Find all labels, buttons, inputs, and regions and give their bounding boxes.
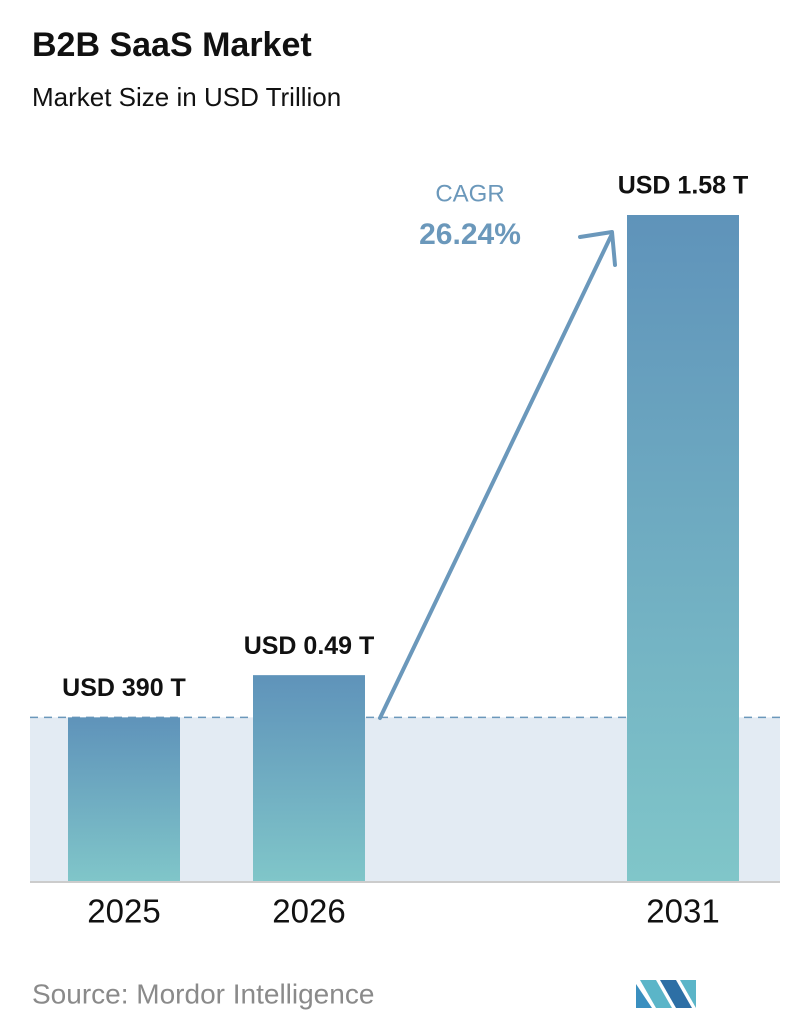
- chart-title: B2B SaaS Market: [32, 26, 312, 64]
- x-tick-label: 2031: [646, 893, 719, 930]
- bar: [627, 215, 739, 882]
- x-tick-label: 2026: [272, 893, 345, 930]
- value-label: USD 390 T: [62, 674, 186, 702]
- plot-area: USD 390 T 2025 USD 0.49 T 2026 USD 1.58 T 203…: [30, 172, 780, 930]
- chart-subtitle: Market Size in USD Trillion: [32, 82, 341, 112]
- cagr-label: CAGR: [435, 180, 504, 207]
- logo: [636, 980, 696, 1008]
- value-label: USD 0.49 T: [244, 632, 375, 660]
- cagr-arrow: [378, 234, 613, 720]
- cagr-value: 26.24%: [419, 218, 521, 251]
- cagr-arrowhead: [578, 230, 617, 267]
- bar: [253, 675, 365, 882]
- value-label: USD 1.58 T: [618, 172, 749, 200]
- source: Source: Mordor Intelligence: [32, 978, 374, 1009]
- bar: [68, 717, 180, 882]
- x-tick-label: 2025: [87, 893, 160, 930]
